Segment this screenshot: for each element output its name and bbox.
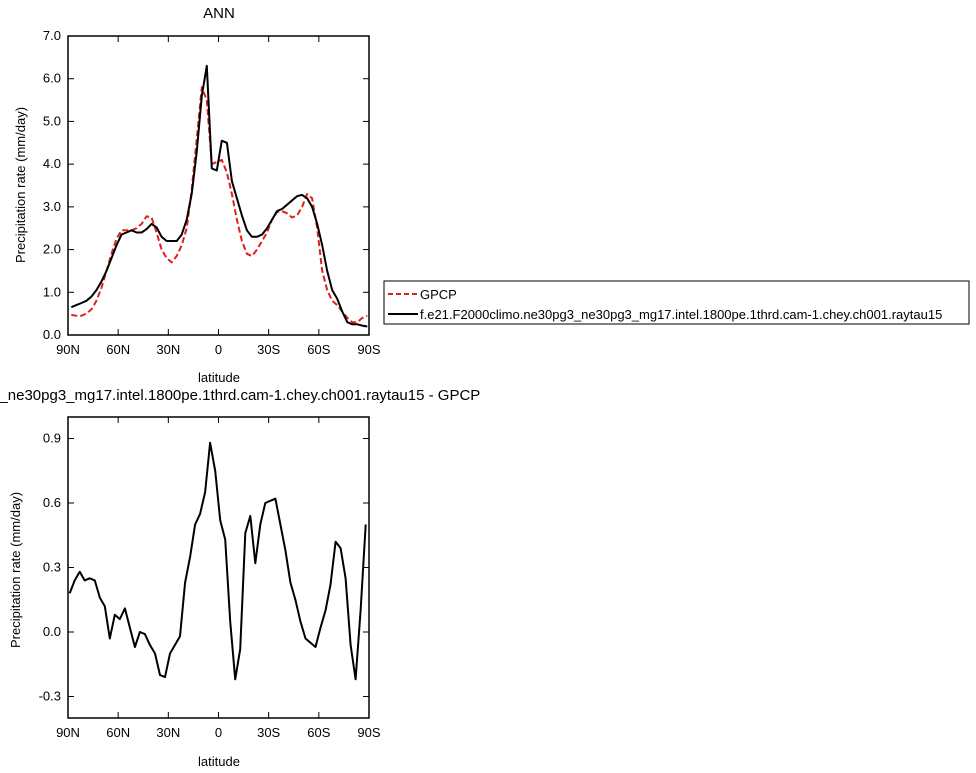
y-axis-label: Precipitation rate (mm/day) [13,107,28,263]
x-tick-label: 30N [156,342,180,357]
y-axis-label: Precipitation rate (mm/day) [8,492,23,648]
series-line-1 [70,64,368,328]
chart-title: 30pg3_ne30pg3_mg17.intel.1800pe.1thrd.ca… [0,387,480,404]
y-axis-ticks: -0.3 0.0 0.3 0.6 0.9 [39,431,369,704]
legend: GPCP f.e21.F2000climo.ne30pg3_ne30pg3_mg… [383,280,970,325]
x-axis-ticks: 90N 60N 30N 0 30S 60S 90S [56,417,381,740]
y-tick-label: 0.3 [43,560,61,575]
y-tick-label: 5.0 [43,113,61,128]
x-tick-label: 60S [307,725,330,740]
x-tick-label: 0 [215,342,222,357]
x-tick-label: 0 [215,725,222,740]
chart-annual-precipitation: ANN 0.0 1.0 2.0 3.0 4.0 5.0 6.0 7.0 90N 60N 30N 0 3… [13,5,381,385]
legend-box [383,280,970,325]
x-axis-label: latitude [198,370,240,385]
y-tick-label: 6.0 [43,71,61,86]
y-tick-label: 3.0 [43,199,61,214]
y-tick-label: -0.3 [39,689,61,704]
legend-label-model: f.e21.F2000climo.ne30pg3_ne30pg3_mg17.in… [420,307,942,322]
x-tick-label: 60N [106,725,130,740]
series-line-0 [71,86,368,324]
chart-title: ANN [203,5,235,22]
x-tick-label: 30S [257,342,280,357]
y-tick-label: 0.0 [43,624,61,639]
y-tick-label: 0.0 [43,327,61,342]
y-tick-label: 1.0 [43,284,61,299]
x-tick-label: 30S [257,725,280,740]
plot-frame [67,35,370,336]
x-tick-label: 90N [56,342,80,357]
x-tick-label: 90N [56,725,80,740]
x-tick-label: 60N [106,342,130,357]
plot-frame [67,416,370,719]
legend-label-gpcp: GPCP [420,287,457,302]
x-tick-label: 90S [357,725,380,740]
series-lines [68,441,367,681]
x-tick-label: 60S [307,342,330,357]
y-tick-label: 7.0 [43,28,61,43]
series-lines [70,64,368,328]
x-tick-label: 90S [357,342,380,357]
y-tick-label: 2.0 [43,242,61,257]
y-tick-label: 4.0 [43,156,61,171]
y-tick-label: 0.6 [43,495,61,510]
x-axis-label: latitude [198,754,240,769]
x-axis-ticks: 90N 60N 30N 0 30S 60S 90S [56,36,381,357]
y-axis-ticks: 0.0 1.0 2.0 3.0 4.0 5.0 6.0 7.0 [43,28,369,342]
series-line-0 [68,441,367,681]
x-tick-label: 30N [156,725,180,740]
chart-difference: 30pg3_ne30pg3_mg17.intel.1800pe.1thrd.ca… [0,387,480,769]
y-tick-label: 0.9 [43,431,61,446]
